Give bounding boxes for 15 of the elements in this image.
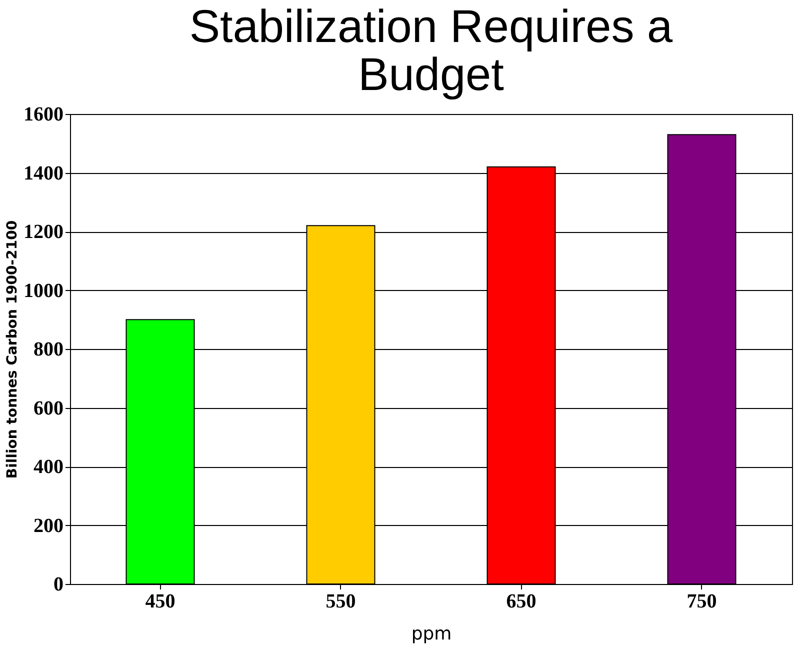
y-tick-label: 0 — [54, 574, 64, 596]
y-tick-label: 600 — [34, 397, 64, 420]
x-tick-label: 550 — [326, 590, 356, 612]
x-axis-title: ppm — [411, 624, 452, 644]
y-tick-label: 1400 — [24, 162, 64, 184]
y-tick-label: 800 — [34, 338, 64, 360]
y-tick-label: 1000 — [24, 280, 64, 302]
x-tick-label: 450 — [145, 590, 176, 612]
x-tick-label: 650 — [506, 590, 536, 612]
y-tick-label: 400 — [34, 456, 64, 478]
y-axis-title: Billion tonnes Carbon 1900-2100 — [4, 220, 20, 479]
y-tick-label: 200 — [34, 514, 64, 537]
y-tick-label: 1200 — [24, 221, 64, 243]
x-tick-label: 750 — [686, 590, 717, 612]
y-tick-label: 1600 — [24, 104, 64, 126]
